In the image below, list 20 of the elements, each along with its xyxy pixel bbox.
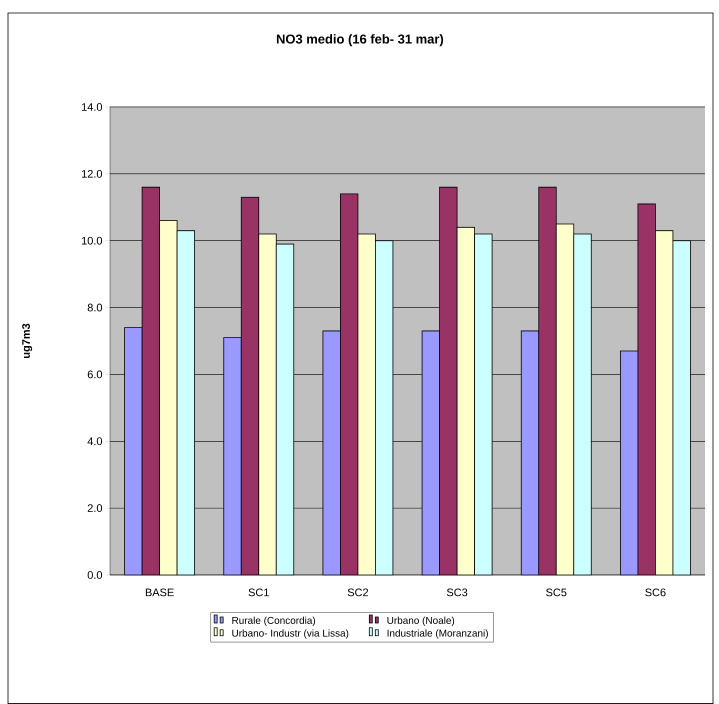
y-tick-label: 14.0	[82, 103, 102, 111]
x-tick-label: SC5	[546, 588, 566, 596]
y-tick-label: 6.0	[88, 370, 102, 378]
x-tick-label: SC6	[645, 588, 666, 596]
y-tick-label: 4.0	[88, 437, 102, 446]
x-tick-label: SC1	[248, 588, 269, 596]
legend-label: Rurale (Concordia)	[232, 616, 316, 626]
y-tick-label: 12.0	[82, 170, 102, 178]
legend-label: Urbano (Noale)	[387, 616, 454, 626]
x-tick-label: BASE	[146, 588, 174, 596]
legend-label: Industriale (Moranzani)	[388, 629, 488, 639]
y-tick-label: 0.0	[88, 571, 102, 579]
x-tick-label: SC3	[446, 588, 468, 596]
chart-title: NO3 medio (16 feb- 31 mar)	[276, 34, 444, 46]
y-tick-label: 8.0	[88, 304, 102, 312]
y-tick-label: 2.0	[88, 504, 102, 512]
legend-label: Urbano- Industr (via Lissa)	[232, 629, 348, 639]
x-tick-label: SC2	[348, 588, 368, 596]
y-axis-title: ug7m3	[22, 324, 32, 358]
y-tick-label: 10.0	[82, 236, 102, 245]
